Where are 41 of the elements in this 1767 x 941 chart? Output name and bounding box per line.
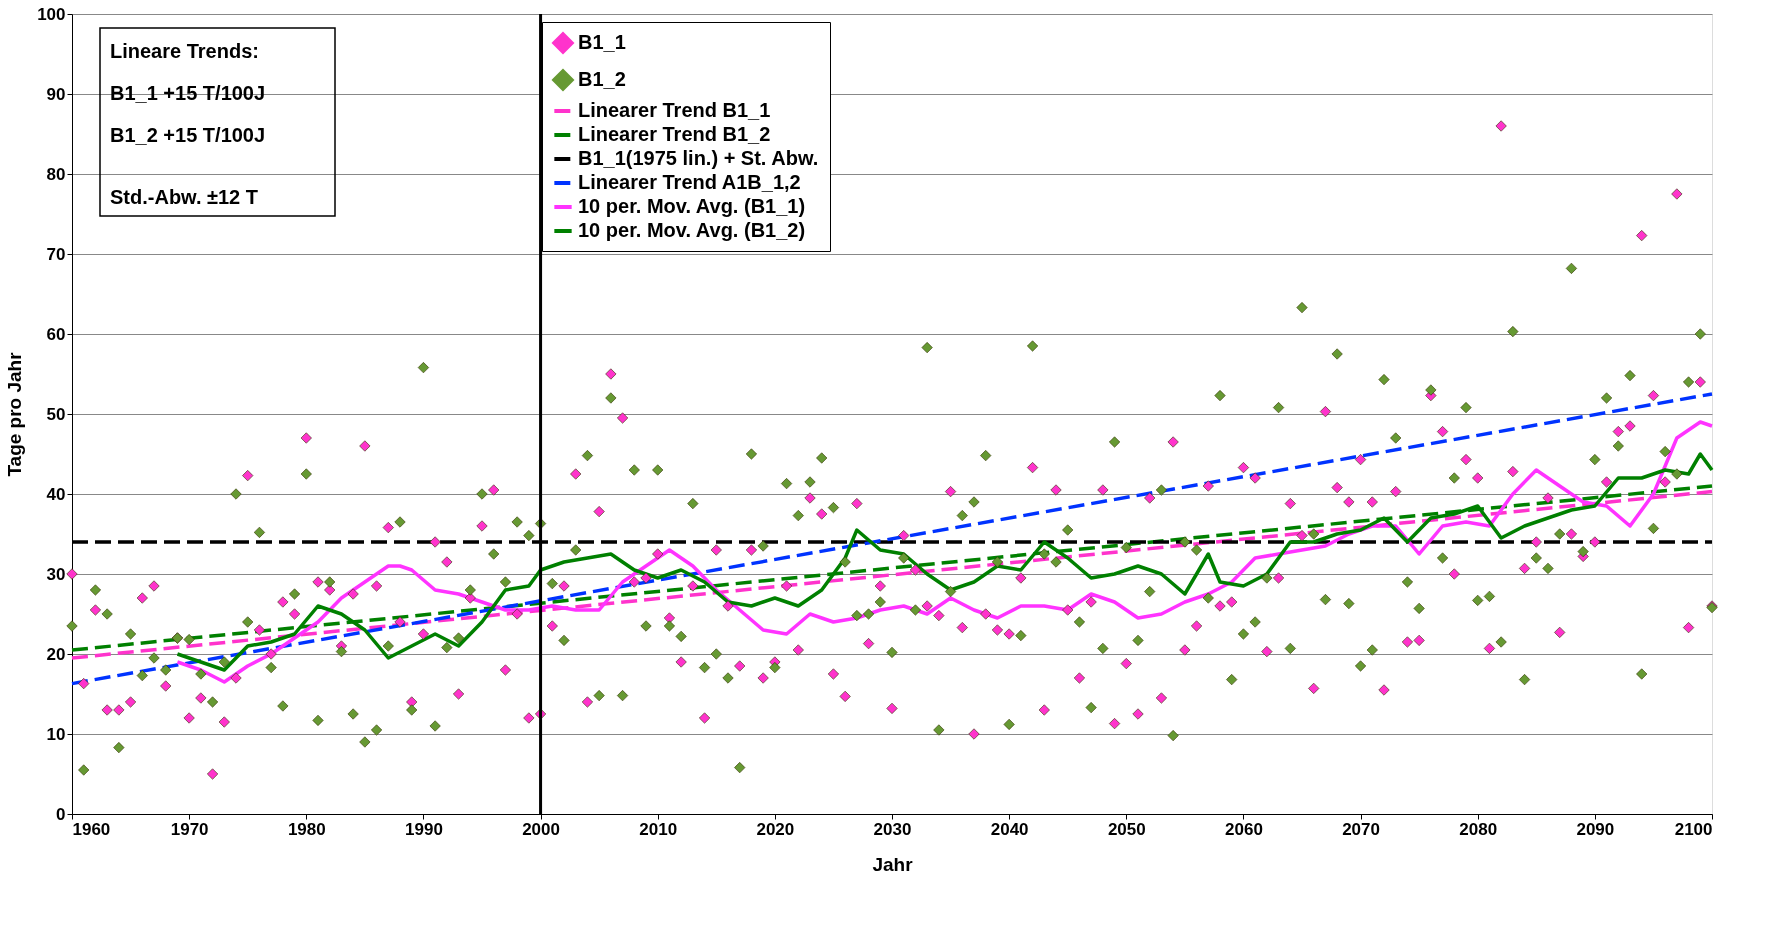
x-tick-label: 2020 xyxy=(756,819,795,839)
y-tick-label: 90 xyxy=(46,84,66,104)
y-tick-label: 20 xyxy=(46,644,66,664)
x-tick-label: 2100 xyxy=(1674,819,1713,839)
x-axis-title: Jahr xyxy=(872,853,914,875)
legend-label: 10 per. Mov. Avg. (B1_1) xyxy=(578,195,806,217)
legend-label: B1_1(1975 lin.) + St. Abw. xyxy=(578,147,819,169)
x-tick-label: 1990 xyxy=(405,819,443,839)
legend-label: Linearer Trend B1_2 xyxy=(578,123,771,145)
x-tick-label: 2070 xyxy=(1342,819,1380,839)
x-tick-label: 2010 xyxy=(639,819,678,839)
x-tick-label: 2080 xyxy=(1459,819,1498,839)
legend-label: B1_1 xyxy=(578,31,626,53)
y-tick-label: 40 xyxy=(46,484,66,504)
legend-label: Linearer Trend A1B_1,2 xyxy=(578,171,801,193)
y-tick-label: 60 xyxy=(46,324,66,344)
annotation: B1_2 +15 T/100J xyxy=(110,124,266,146)
x-tick-label: 2060 xyxy=(1225,819,1263,839)
legend-label: B1_2 xyxy=(578,68,626,90)
x-tick-label: 2030 xyxy=(873,819,912,839)
y-tick-label: 10 xyxy=(46,724,66,744)
y-tick-label: 30 xyxy=(46,564,66,584)
x-tick-label: 2000 xyxy=(522,819,560,839)
annotation: Lineare Trends: xyxy=(110,40,259,62)
y-tick-label: 80 xyxy=(46,164,66,184)
legend-label: 10 per. Mov. Avg. (B1_2) xyxy=(578,219,806,241)
line-series xyxy=(175,420,1714,684)
y-tick-label: 70 xyxy=(46,244,66,264)
x-tick-label: 2050 xyxy=(1107,819,1146,839)
y-tick-label: 0 xyxy=(56,804,66,824)
x-tick-label: 2090 xyxy=(1576,819,1615,839)
legend-label: Linearer Trend B1_1 xyxy=(578,99,771,121)
x-tick-label: 1980 xyxy=(287,819,326,839)
annotation: Std.-Abw. ±12 T xyxy=(110,186,259,208)
x-tick-label: 1970 xyxy=(170,819,209,839)
annotation: B1_1 +15 T/100J xyxy=(110,82,266,104)
x-tick-label: 2040 xyxy=(990,819,1029,839)
y-tick-label: 100 xyxy=(37,4,66,24)
y-axis-title: Tage pro Jahr xyxy=(4,351,26,477)
y-tick-label: 50 xyxy=(46,404,66,424)
x-tick-label: 1960 xyxy=(72,819,111,839)
